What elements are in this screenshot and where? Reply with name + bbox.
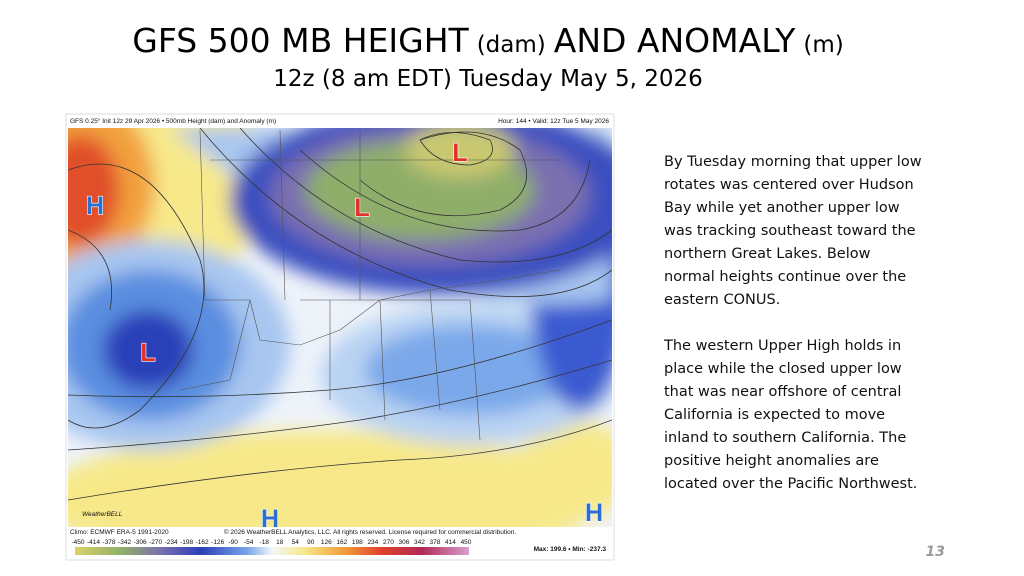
paragraph-line: California is expected to move (664, 407, 885, 423)
colorbar-tick-label: 54 (292, 539, 300, 546)
pressure-centers: H L L L H H (85, 138, 603, 533)
colorbar-tick-label: 270 (383, 539, 394, 546)
colorbar-tick-label: 378 (430, 539, 441, 546)
pressure-center: H (585, 499, 603, 527)
colorbar-tick-label: -54 (244, 539, 254, 546)
map-header: GFS 0.25° Init 12z 29 Apr 2026 • 500mb H… (70, 117, 276, 125)
paragraph-line: By Tuesday morning that upper low (664, 154, 922, 170)
colorbar-tick-label: -198 (180, 539, 193, 546)
paragraph-line: place while the closed upper low (664, 361, 902, 377)
paragraph-line: inland to southern California. The (664, 430, 906, 446)
paragraph-line: normal heights continue over the (664, 269, 906, 285)
paragraph-line: that was near offshore of central (664, 384, 901, 400)
colorbar-tick-label: 18 (276, 539, 284, 546)
pressure-center: H (86, 192, 104, 220)
paragraph-line: rotates was centered over Hudson (664, 177, 914, 193)
colorbar-tick-label: -306 (134, 539, 147, 546)
colorbar-tick-label: -450 (71, 539, 84, 546)
colorbar-tick-label: -234 (165, 539, 178, 546)
colorbar-tick-label: 90 (307, 539, 315, 546)
colorbar-ticks: -450 -414 -378 -342 -306 -270 -234 -198 -162 -126… (71, 539, 471, 546)
description: By Tuesday morning that upper low rotates… (663, 154, 922, 492)
colorbar-tick-label: -270 (149, 539, 162, 546)
paragraph-line: Bay while yet another upper low (664, 200, 900, 216)
pressure-center: L (452, 139, 467, 167)
colorbar-tick-label: 198 (352, 539, 363, 546)
map-logo: WeatherBELL (82, 511, 123, 518)
colorbar-tick-label: 234 (367, 539, 378, 546)
slide-subtitle: 12z (8 am EDT) Tuesday May 5, 2026 (273, 66, 703, 92)
map-credit: © 2026 WeatherBELL Analytics, LLC. All r… (224, 528, 517, 536)
pressure-center: H (261, 505, 279, 533)
paragraph-line: was tracking southeast toward the (664, 223, 916, 239)
colorbar-tick-label: 306 (398, 539, 409, 546)
weather-map: GFS 0.25° Init 12z 29 Apr 2026 • 500mb H… (65, 113, 615, 561)
slide-title: GFS 500 MB HEIGHT (dam) AND ANOMALY (m) (132, 21, 843, 60)
title-unit: (dam) (477, 32, 546, 58)
colorbar-tick-label: 162 (336, 539, 347, 546)
colorbar-tick-label: 342 (414, 539, 425, 546)
colorbar-tick-label: -162 (196, 539, 209, 546)
map-field (68, 128, 612, 527)
map-climo: Climo: ECMWF ERA-5 1991-2020 (70, 529, 169, 536)
pressure-center: L (140, 339, 155, 367)
colorbar-tick-label: 126 (321, 539, 332, 546)
title-unit: (m) (803, 32, 843, 58)
paragraph-line: eastern CONUS. (664, 292, 780, 308)
paragraph-line: The western Upper High holds in (663, 338, 901, 354)
colorbar-tick-label: -378 (103, 539, 116, 546)
colorbar-tick-label: -90 (228, 539, 238, 546)
colorbar-tick-label: -414 (87, 539, 100, 546)
page-number: 13 (926, 544, 945, 560)
paragraph-line: located over the Pacific Northwest. (664, 476, 917, 492)
colorbar (75, 547, 469, 555)
paragraph-line: positive height anomalies are (664, 453, 879, 469)
colorbar-tick-label: -126 (211, 539, 224, 546)
colorbar-tick-label: -342 (118, 539, 131, 546)
paragraph-line: northern Great Lakes. Below (664, 246, 871, 262)
title-part: AND ANOMALY (554, 21, 796, 60)
max-min: Max: 199.6 • Min: -237.3 (534, 546, 607, 553)
pressure-center: L (354, 194, 369, 222)
map-header: Hour: 144 • Valid: 12z Tue 5 May 2026 (498, 118, 609, 125)
colorbar-tick-label: 450 (461, 539, 472, 546)
colorbar-tick-label: -18 (260, 539, 270, 546)
title-part: GFS 500 MB HEIGHT (132, 21, 469, 60)
colorbar-tick-label: 414 (445, 539, 456, 546)
